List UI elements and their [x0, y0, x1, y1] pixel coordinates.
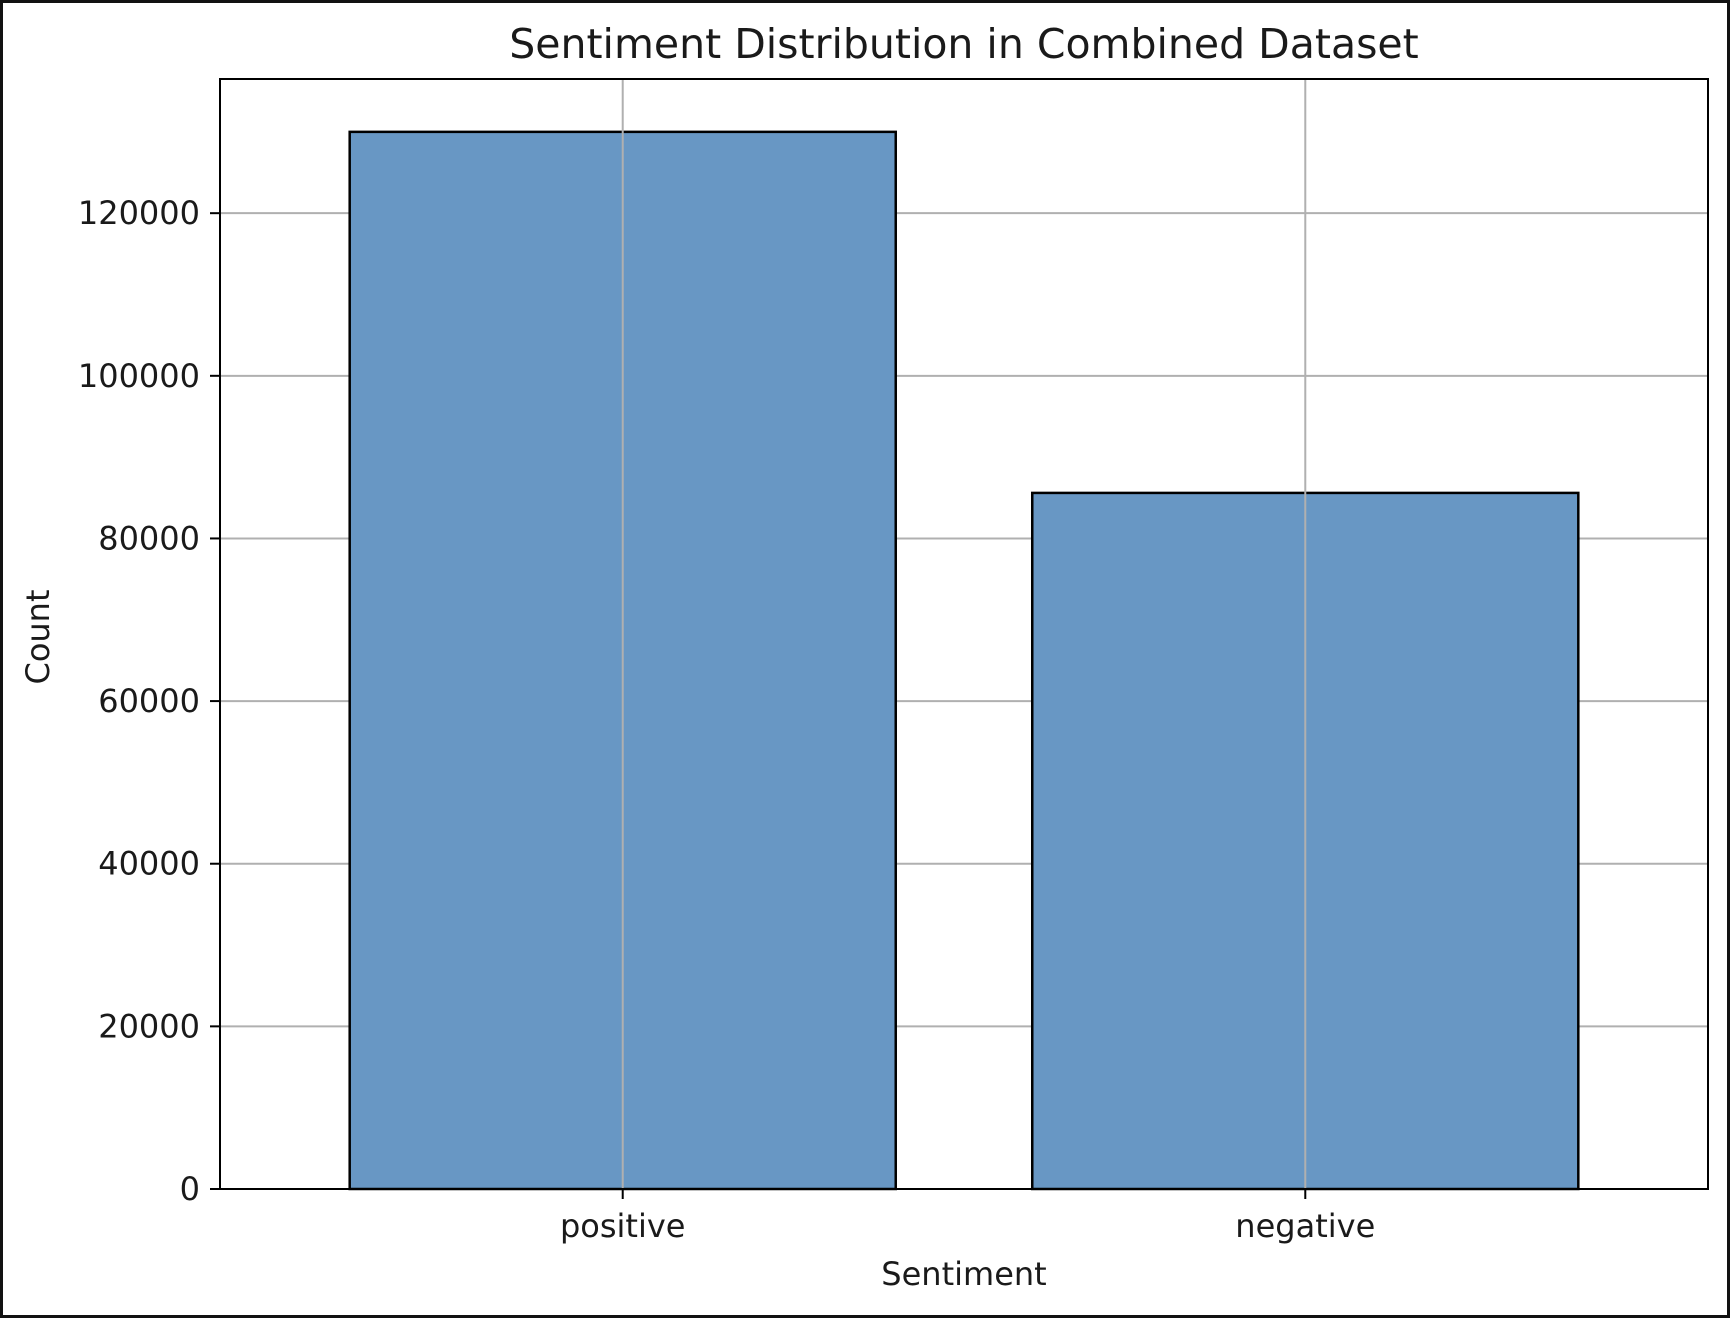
plot-area-frame	[219, 78, 1709, 1190]
y-tick-label: 0	[180, 1170, 200, 1208]
chart-title: Sentiment Distribution in Combined Datas…	[509, 20, 1419, 68]
y-tick-label: 120000	[78, 194, 200, 232]
y-axis-label: Count	[19, 589, 57, 684]
x-axis-ticks: positive negative	[560, 1189, 1375, 1245]
y-axis-ticks: 0 20000 40000 60000 80000 100000 120000	[78, 194, 220, 1208]
y-tick-label: 40000	[98, 845, 200, 883]
y-tick-label: 20000	[98, 1007, 200, 1045]
x-tick-label-negative: negative	[1235, 1207, 1375, 1245]
x-axis-label: Sentiment	[881, 1255, 1046, 1293]
bar-layer	[348, 130, 1580, 1191]
y-tick-label: 100000	[78, 357, 200, 395]
y-tick-label: 80000	[98, 519, 200, 557]
x-grid-layer	[621, 79, 1307, 1189]
x-tick-label-positive: positive	[560, 1207, 686, 1245]
y-tick-label: 60000	[98, 682, 200, 720]
